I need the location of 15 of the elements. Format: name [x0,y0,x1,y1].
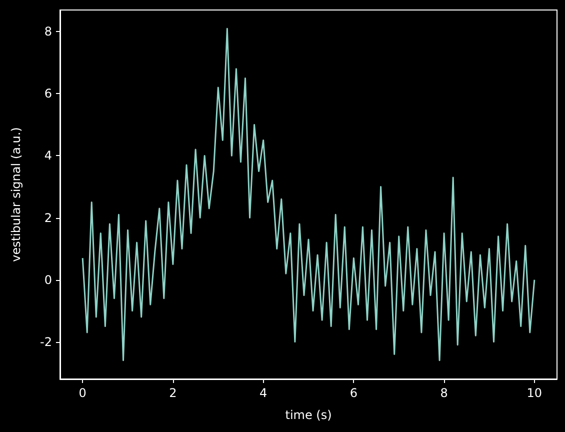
x-tick-label: 8 [440,386,448,400]
x-tick-label: 6 [350,386,358,400]
y-tick-label: 2 [44,210,52,225]
line-series [82,28,536,362]
y-tick-label: 6 [44,86,52,101]
y-tick-label: -2 [40,334,52,349]
x-tick-label: 0 [78,386,86,400]
x-tick-label: 4 [260,386,268,400]
y-tick-label: 8 [44,24,52,39]
x-tick-label: 10 [526,386,542,400]
x-axis-title: time (s) [285,408,332,422]
y-tick-label: 4 [44,148,52,163]
y-axis-title: vestibular signal (a.u.) [9,127,23,262]
y-tick-label: 0 [44,272,52,287]
x-tick-label: 2 [169,386,177,400]
